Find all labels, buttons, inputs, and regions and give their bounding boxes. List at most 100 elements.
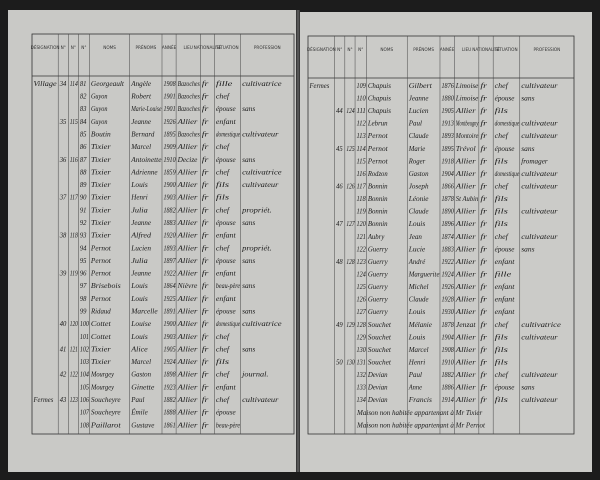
cell: 115 [357, 157, 367, 165]
cell: beau-père [216, 421, 240, 429]
cell: Allier [176, 206, 197, 214]
column-header: PROFESSION [254, 45, 281, 50]
cell: chef [216, 371, 230, 379]
cell: épouse [216, 308, 236, 316]
cell: Allier [176, 358, 197, 366]
cell: Claude [409, 208, 429, 216]
cell: cultivateur [521, 170, 558, 178]
cell: Montbeugny [455, 120, 479, 128]
cell: 104 [80, 371, 90, 379]
cell: 1895 [163, 131, 176, 139]
cell: Brisebois [91, 282, 121, 290]
cell: Allier [455, 308, 476, 316]
cell: Allier [176, 168, 197, 176]
cell: 107 [80, 409, 90, 417]
cell: Jeanne [131, 118, 151, 126]
cell: Allier [176, 257, 197, 265]
cell: sans [521, 94, 534, 102]
cell: 133 [357, 384, 367, 392]
cell: 1901 [163, 105, 175, 113]
cell: enfant [216, 270, 237, 278]
cell: Pernot [367, 145, 389, 153]
cell: 1874 [441, 233, 454, 241]
cell: Guerry [368, 296, 389, 304]
cell: Lucien [130, 244, 151, 252]
cell: fr [202, 219, 209, 227]
cell: Julia [131, 206, 148, 214]
cell: chef [216, 143, 230, 151]
cell: cultivateur [521, 371, 558, 379]
cell: Mourgey [90, 383, 115, 391]
cell: cultivatrice [242, 168, 282, 176]
cell: 112 [357, 120, 367, 128]
cell: 110 [357, 94, 367, 102]
cell: 94 [80, 244, 87, 252]
cell: Boutin [91, 131, 111, 139]
cell: 44 [336, 107, 343, 115]
cell: Gilbert [409, 82, 433, 90]
cell: 1910 [163, 156, 176, 164]
cell: 102 [80, 345, 90, 353]
cell: épouse [216, 409, 236, 417]
cell: Village [34, 80, 57, 88]
note: Maison non habitée appartenant à Mr Pern… [356, 421, 486, 429]
cell: Bazoches [178, 93, 200, 101]
cell: Henri [408, 358, 426, 366]
cell: 101 [80, 333, 89, 341]
cell: Allier [176, 295, 197, 303]
cell: Souchet [368, 346, 392, 354]
cell: 1883 [441, 245, 454, 253]
cell: 131 [357, 358, 366, 366]
cell: Bonnin [368, 208, 388, 216]
cell: cultivateur [521, 208, 558, 216]
cell: Fermes [33, 396, 54, 404]
cell: fr [202, 257, 209, 265]
cell: André [408, 258, 426, 266]
cell: fr [480, 333, 487, 341]
cell: épouse [495, 384, 515, 392]
cell: Devian [367, 371, 388, 379]
column-header: LIEU [184, 45, 193, 50]
cell: Paul [130, 396, 144, 404]
cell: 116 [357, 170, 367, 178]
cell: Louis [130, 282, 148, 290]
cell: 1897 [163, 257, 176, 265]
cell: chef [216, 333, 230, 341]
cell: Chapuis [368, 107, 391, 115]
cell: 124 [357, 270, 367, 278]
cell: 105 [80, 383, 90, 391]
cell: sans [242, 105, 255, 113]
cell: Guyon [91, 93, 108, 101]
cell: sans [242, 308, 255, 316]
cell: 115 [70, 118, 78, 126]
cell: 1895 [441, 145, 454, 153]
cell: Jeanne [409, 94, 429, 102]
cell: 46 [336, 182, 343, 190]
cell: fr [202, 371, 209, 379]
cell: propriét. [241, 206, 272, 214]
cell: 49 [336, 321, 343, 329]
cell: Devian [367, 384, 388, 392]
cell: fr [202, 143, 209, 151]
cell: cultivateur [521, 396, 558, 404]
cell: Souchet [368, 321, 392, 329]
cell: Allier [176, 143, 197, 151]
cell: 122 [357, 245, 367, 253]
cell: 89 [80, 181, 87, 189]
cell: sans [242, 345, 255, 353]
cell: fr [202, 333, 209, 341]
cell: 1880 [441, 94, 454, 102]
cell: 92 [80, 219, 87, 227]
cell: 113 [357, 132, 367, 140]
cell: Gaston [409, 170, 429, 178]
cell: propriét. [241, 244, 272, 252]
cell: cultivateur [242, 396, 279, 404]
cell: 85 [80, 131, 87, 139]
cell: 99 [80, 308, 87, 316]
cell: Guerry [368, 258, 389, 266]
cell: 1914 [441, 396, 454, 404]
cell: Angèle [130, 80, 151, 88]
left-sheet [8, 10, 296, 472]
cell: Bernard [131, 131, 155, 139]
column-header: N° [347, 47, 352, 52]
